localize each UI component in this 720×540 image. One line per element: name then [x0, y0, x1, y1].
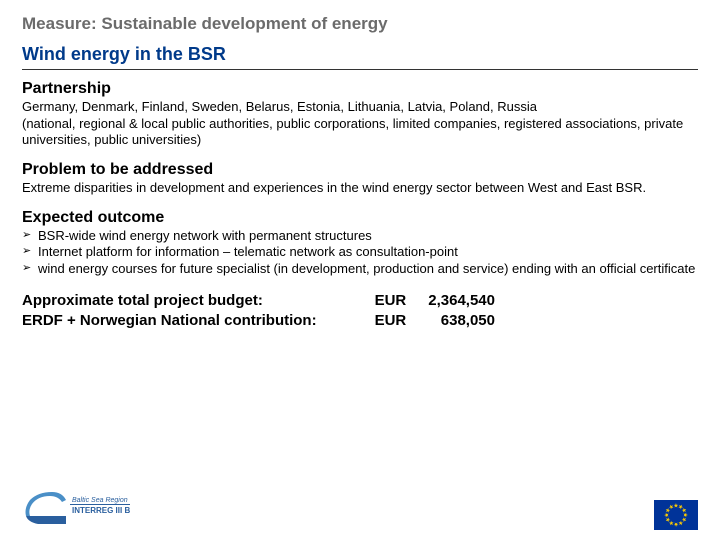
- footer: Baltic Sea Region INTERREG III B ★ ★ ★ ★…: [22, 486, 698, 530]
- budget-currency-2: EUR: [375, 311, 407, 331]
- problem-text: Extreme disparities in development and e…: [22, 180, 698, 197]
- budget-label-2: ERDF + Norwegian National contribution:: [22, 311, 317, 331]
- interreg-bottom-text: INTERREG III B: [72, 506, 130, 515]
- budget-currency-col: EUR EUR: [375, 291, 407, 330]
- eu-stars: ★ ★ ★ ★ ★ ★ ★ ★ ★ ★ ★ ★: [664, 503, 688, 527]
- problem-heading: Problem to be addressed: [22, 161, 698, 179]
- outcome-heading: Expected outcome: [22, 209, 698, 227]
- partnership-heading: Partnership: [22, 80, 698, 98]
- partnership-text: Germany, Denmark, Finland, Sweden, Belar…: [22, 99, 698, 149]
- measure-title: Measure: Sustainable development of ener…: [22, 14, 698, 34]
- outcome-item: wind energy courses for future specialis…: [22, 261, 698, 278]
- interreg-top-text: Baltic Sea Region: [72, 497, 128, 504]
- budget-currency-1: EUR: [375, 291, 407, 311]
- budget-values-col: 2,364,540 638,050: [428, 291, 495, 330]
- title-divider: [22, 69, 698, 70]
- budget-label-1: Approximate total project budget:: [22, 291, 317, 311]
- interreg-logo: Baltic Sea Region INTERREG III B: [22, 486, 132, 530]
- outcome-item: Internet platform for information – tele…: [22, 244, 698, 261]
- budget-value-1: 2,364,540: [428, 291, 495, 311]
- budget-block: Approximate total project budget: ERDF +…: [22, 291, 698, 330]
- outcome-item: BSR-wide wind energy network with perman…: [22, 228, 698, 245]
- main-title: Wind energy in the BSR: [22, 44, 698, 65]
- budget-value-2: 638,050: [428, 311, 495, 331]
- budget-labels: Approximate total project budget: ERDF +…: [22, 291, 317, 330]
- outcome-list: BSR-wide wind energy network with perman…: [22, 228, 698, 278]
- eu-flag-icon: ★ ★ ★ ★ ★ ★ ★ ★ ★ ★ ★ ★: [654, 500, 698, 530]
